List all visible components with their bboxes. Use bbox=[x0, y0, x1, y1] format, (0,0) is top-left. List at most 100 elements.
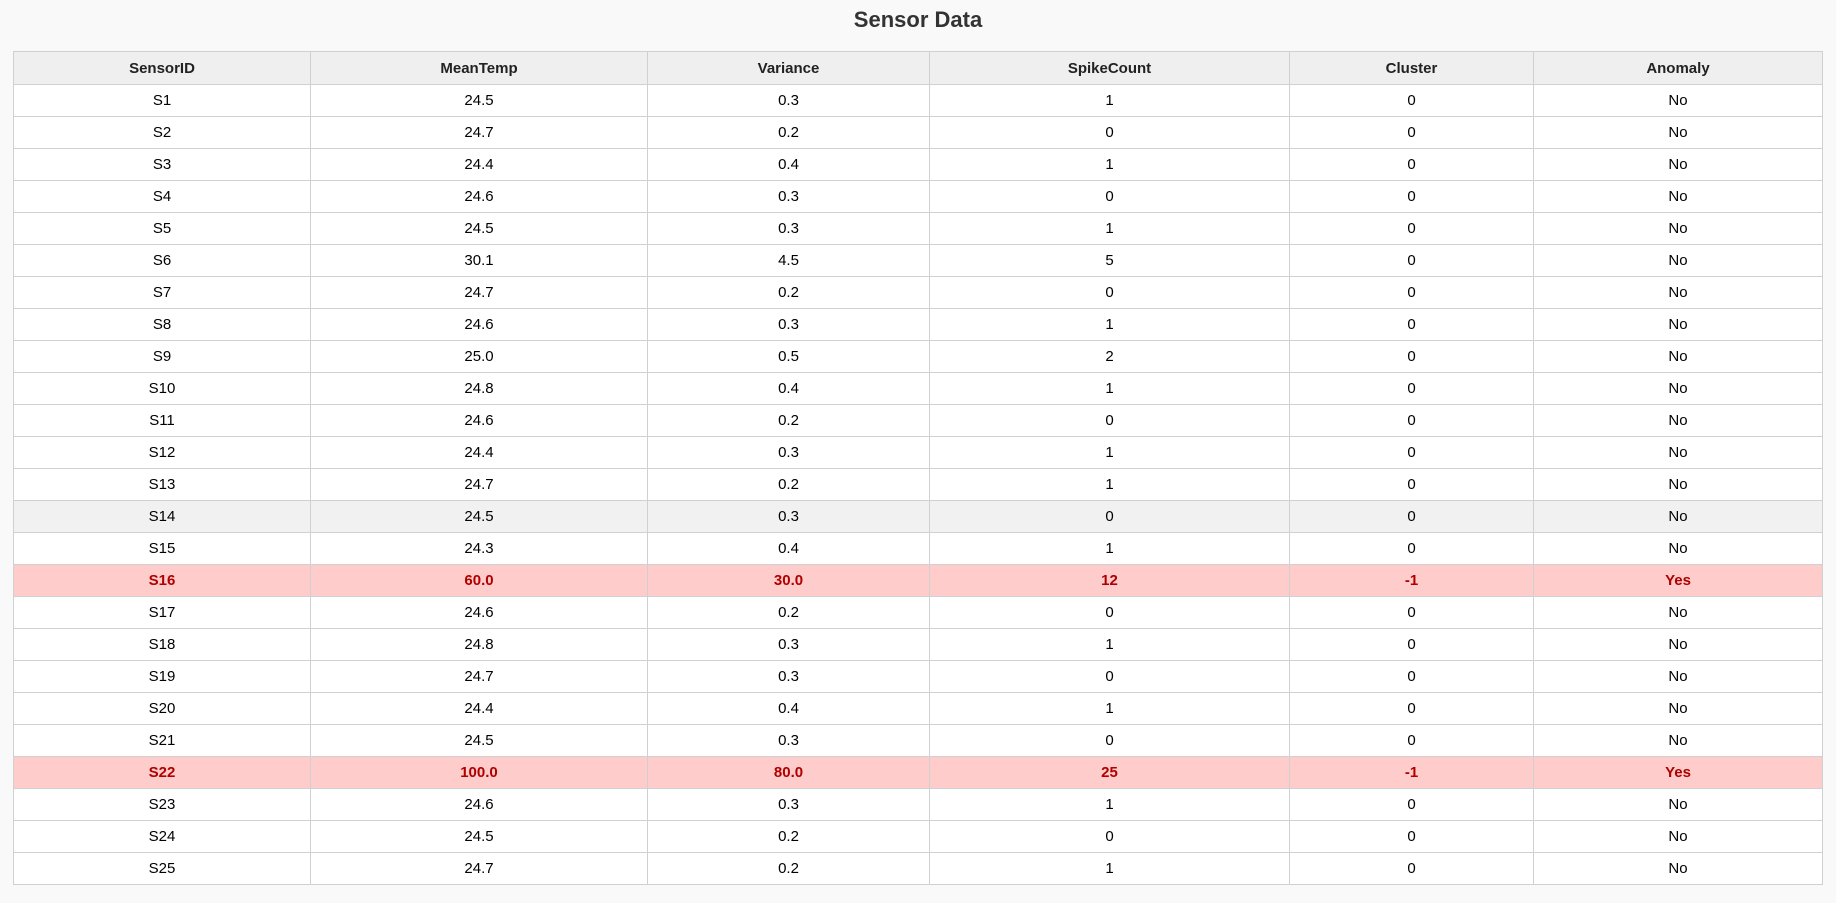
table-row[interactable]: S12 24.4 0.3 1 0 No bbox=[13, 436, 1823, 469]
spike-count-cell: 1 bbox=[929, 852, 1290, 885]
mean-temp-cell: 24.5 bbox=[310, 500, 648, 533]
column-header-spikecount[interactable]: SpikeCount bbox=[929, 51, 1290, 85]
table-row[interactable]: S21 24.5 0.3 0 0 No bbox=[13, 724, 1823, 757]
spike-count-cell: 1 bbox=[929, 692, 1290, 725]
spike-count-cell: 1 bbox=[929, 84, 1290, 117]
sensor-id-cell: S11 bbox=[13, 404, 311, 437]
table-row[interactable]: S18 24.8 0.3 1 0 No bbox=[13, 628, 1823, 661]
variance-cell: 0.3 bbox=[647, 180, 930, 213]
mean-temp-cell: 24.6 bbox=[310, 308, 648, 341]
column-header-anomaly[interactable]: Anomaly bbox=[1533, 51, 1823, 85]
spike-count-cell: 0 bbox=[929, 500, 1290, 533]
mean-temp-cell: 24.6 bbox=[310, 404, 648, 437]
anomaly-cell: No bbox=[1533, 212, 1823, 245]
column-header-sensorid[interactable]: SensorID bbox=[13, 51, 311, 85]
table-row[interactable]: S17 24.6 0.2 0 0 No bbox=[13, 596, 1823, 629]
table-row[interactable]: S2 24.7 0.2 0 0 No bbox=[13, 116, 1823, 149]
sensor-id-cell: S14 bbox=[13, 500, 311, 533]
variance-cell: 0.2 bbox=[647, 116, 930, 149]
table-row[interactable]: S14 24.5 0.3 0 0 No bbox=[13, 500, 1823, 533]
table-row[interactable]: S13 24.7 0.2 1 0 No bbox=[13, 468, 1823, 501]
cluster-cell: 0 bbox=[1289, 372, 1534, 405]
table-body: S1 24.5 0.3 1 0 No S2 24.7 0.2 0 0 No S3 24.4 0.4 1 0 No S… bbox=[13, 84, 1823, 885]
anomaly-cell: No bbox=[1533, 84, 1823, 117]
table-row[interactable]: S5 24.5 0.3 1 0 No bbox=[13, 212, 1823, 245]
variance-cell: 0.5 bbox=[647, 340, 930, 373]
table-row[interactable]: S16 60.0 30.0 12 -1 Yes bbox=[13, 564, 1823, 597]
sensor-id-cell: S19 bbox=[13, 660, 311, 693]
cluster-cell: -1 bbox=[1289, 564, 1534, 597]
mean-temp-cell: 24.6 bbox=[310, 596, 648, 629]
table-row[interactable]: S7 24.7 0.2 0 0 No bbox=[13, 276, 1823, 309]
anomaly-cell: No bbox=[1533, 532, 1823, 565]
spike-count-cell: 1 bbox=[929, 436, 1290, 469]
mean-temp-cell: 24.7 bbox=[310, 852, 648, 885]
variance-cell: 0.2 bbox=[647, 852, 930, 885]
table-row[interactable]: S15 24.3 0.4 1 0 No bbox=[13, 532, 1823, 565]
anomaly-cell: No bbox=[1533, 372, 1823, 405]
table-row[interactable]: S11 24.6 0.2 0 0 No bbox=[13, 404, 1823, 437]
sensor-id-cell: S9 bbox=[13, 340, 311, 373]
column-header-cluster[interactable]: Cluster bbox=[1289, 51, 1534, 85]
variance-cell: 0.4 bbox=[647, 372, 930, 405]
table-row[interactable]: S4 24.6 0.3 0 0 No bbox=[13, 180, 1823, 213]
table-row[interactable]: S23 24.6 0.3 1 0 No bbox=[13, 788, 1823, 821]
table-row[interactable]: S19 24.7 0.3 0 0 No bbox=[13, 660, 1823, 693]
spike-count-cell: 1 bbox=[929, 788, 1290, 821]
spike-count-cell: 1 bbox=[929, 468, 1290, 501]
table-row[interactable]: S1 24.5 0.3 1 0 No bbox=[13, 84, 1823, 117]
anomaly-cell: No bbox=[1533, 436, 1823, 469]
mean-temp-cell: 24.8 bbox=[310, 628, 648, 661]
sensor-id-cell: S8 bbox=[13, 308, 311, 341]
table-row[interactable]: S22 100.0 80.0 25 -1 Yes bbox=[13, 756, 1823, 789]
spike-count-cell: 0 bbox=[929, 116, 1290, 149]
anomaly-cell: No bbox=[1533, 852, 1823, 885]
mean-temp-cell: 24.5 bbox=[310, 84, 648, 117]
table-row[interactable]: S25 24.7 0.2 1 0 No bbox=[13, 852, 1823, 885]
spike-count-cell: 0 bbox=[929, 596, 1290, 629]
spike-count-cell: 12 bbox=[929, 564, 1290, 597]
spike-count-cell: 1 bbox=[929, 372, 1290, 405]
table-row[interactable]: S9 25.0 0.5 2 0 No bbox=[13, 340, 1823, 373]
sensor-id-cell: S6 bbox=[13, 244, 311, 277]
cluster-cell: 0 bbox=[1289, 852, 1534, 885]
variance-cell: 0.3 bbox=[647, 308, 930, 341]
anomaly-cell: No bbox=[1533, 692, 1823, 725]
anomaly-cell: Yes bbox=[1533, 564, 1823, 597]
anomaly-cell: No bbox=[1533, 148, 1823, 181]
table-row[interactable]: S24 24.5 0.2 0 0 No bbox=[13, 820, 1823, 853]
variance-cell: 0.4 bbox=[647, 532, 930, 565]
spike-count-cell: 0 bbox=[929, 404, 1290, 437]
spike-count-cell: 1 bbox=[929, 212, 1290, 245]
mean-temp-cell: 24.7 bbox=[310, 276, 648, 309]
variance-cell: 0.3 bbox=[647, 436, 930, 469]
table-row[interactable]: S20 24.4 0.4 1 0 No bbox=[13, 692, 1823, 725]
table-row[interactable]: S10 24.8 0.4 1 0 No bbox=[13, 372, 1823, 405]
cluster-cell: 0 bbox=[1289, 660, 1534, 693]
cluster-cell: 0 bbox=[1289, 84, 1534, 117]
column-header-meantemp[interactable]: MeanTemp bbox=[310, 51, 648, 85]
variance-cell: 80.0 bbox=[647, 756, 930, 789]
variance-cell: 0.4 bbox=[647, 692, 930, 725]
cluster-cell: 0 bbox=[1289, 436, 1534, 469]
sensor-id-cell: S7 bbox=[13, 276, 311, 309]
table-container: SensorID MeanTemp Variance SpikeCount Cl… bbox=[13, 51, 1823, 885]
cluster-cell: 0 bbox=[1289, 244, 1534, 277]
table-row[interactable]: S8 24.6 0.3 1 0 No bbox=[13, 308, 1823, 341]
cluster-cell: 0 bbox=[1289, 724, 1534, 757]
mean-temp-cell: 24.5 bbox=[310, 724, 648, 757]
table-row[interactable]: S6 30.1 4.5 5 0 No bbox=[13, 244, 1823, 277]
cluster-cell: 0 bbox=[1289, 180, 1534, 213]
variance-cell: 0.2 bbox=[647, 404, 930, 437]
sensor-id-cell: S5 bbox=[13, 212, 311, 245]
variance-cell: 0.3 bbox=[647, 628, 930, 661]
mean-temp-cell: 24.7 bbox=[310, 660, 648, 693]
sensor-id-cell: S24 bbox=[13, 820, 311, 853]
sensor-id-cell: S25 bbox=[13, 852, 311, 885]
spike-count-cell: 2 bbox=[929, 340, 1290, 373]
cluster-cell: 0 bbox=[1289, 468, 1534, 501]
table-row[interactable]: S3 24.4 0.4 1 0 No bbox=[13, 148, 1823, 181]
column-header-variance[interactable]: Variance bbox=[647, 51, 930, 85]
sensor-id-cell: S10 bbox=[13, 372, 311, 405]
